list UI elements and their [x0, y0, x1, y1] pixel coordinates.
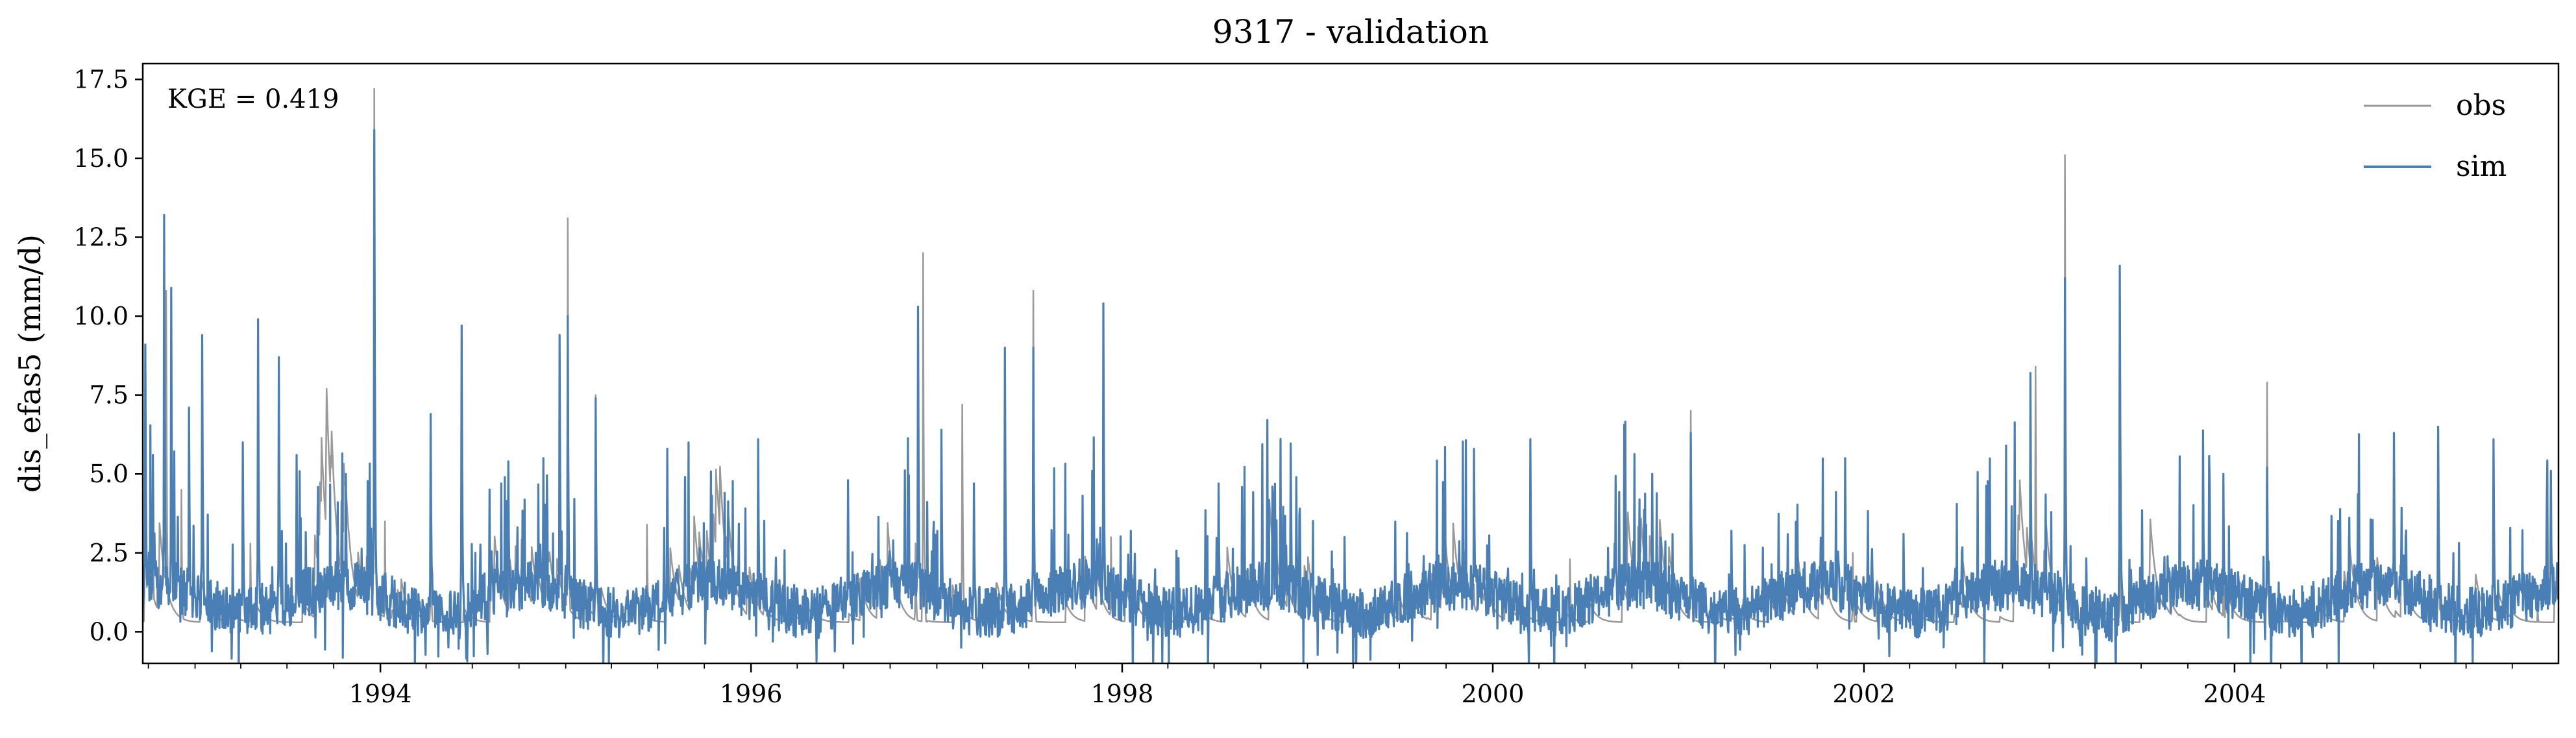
y-tick-label: 10.0: [73, 302, 129, 330]
y-tick-label: 7.5: [90, 381, 129, 410]
y-axis-label: dis_efas5 (mm/d): [12, 234, 47, 493]
y-tick-label: 0.0: [90, 617, 129, 646]
y-tick-label: 12.5: [73, 223, 129, 251]
x-axis: 1994 1996 1998 2000 2002 2004: [149, 663, 2512, 708]
y-tick-label: 15.0: [73, 144, 129, 173]
x-tick-label: 1998: [1091, 680, 1154, 708]
chart-title: 9317 - validation: [1212, 13, 1489, 51]
y-tick-label: 17.5: [73, 65, 129, 93]
legend-label-obs: obs: [2456, 89, 2506, 122]
x-tick-label: 2004: [2203, 680, 2266, 708]
x-tick-label: 2000: [1462, 680, 1525, 708]
series-clip-group: [143, 89, 2558, 688]
plot-area: [143, 89, 2558, 688]
legend-label-sim: sim: [2456, 150, 2507, 183]
y-tick-label: 2.5: [90, 539, 129, 567]
kge-annotation: KGE = 0.419: [167, 84, 339, 114]
x-tick-label: 1996: [720, 680, 783, 708]
x-tick-label: 2002: [1833, 680, 1896, 708]
legend: obs sim: [2364, 89, 2507, 183]
x-tick-label: 1994: [349, 680, 412, 708]
y-axis: 0.0 2.5 5.0 7.5 10.0 12.5 15.0 17.5: [73, 65, 143, 646]
y-tick-label: 5.0: [90, 460, 129, 488]
